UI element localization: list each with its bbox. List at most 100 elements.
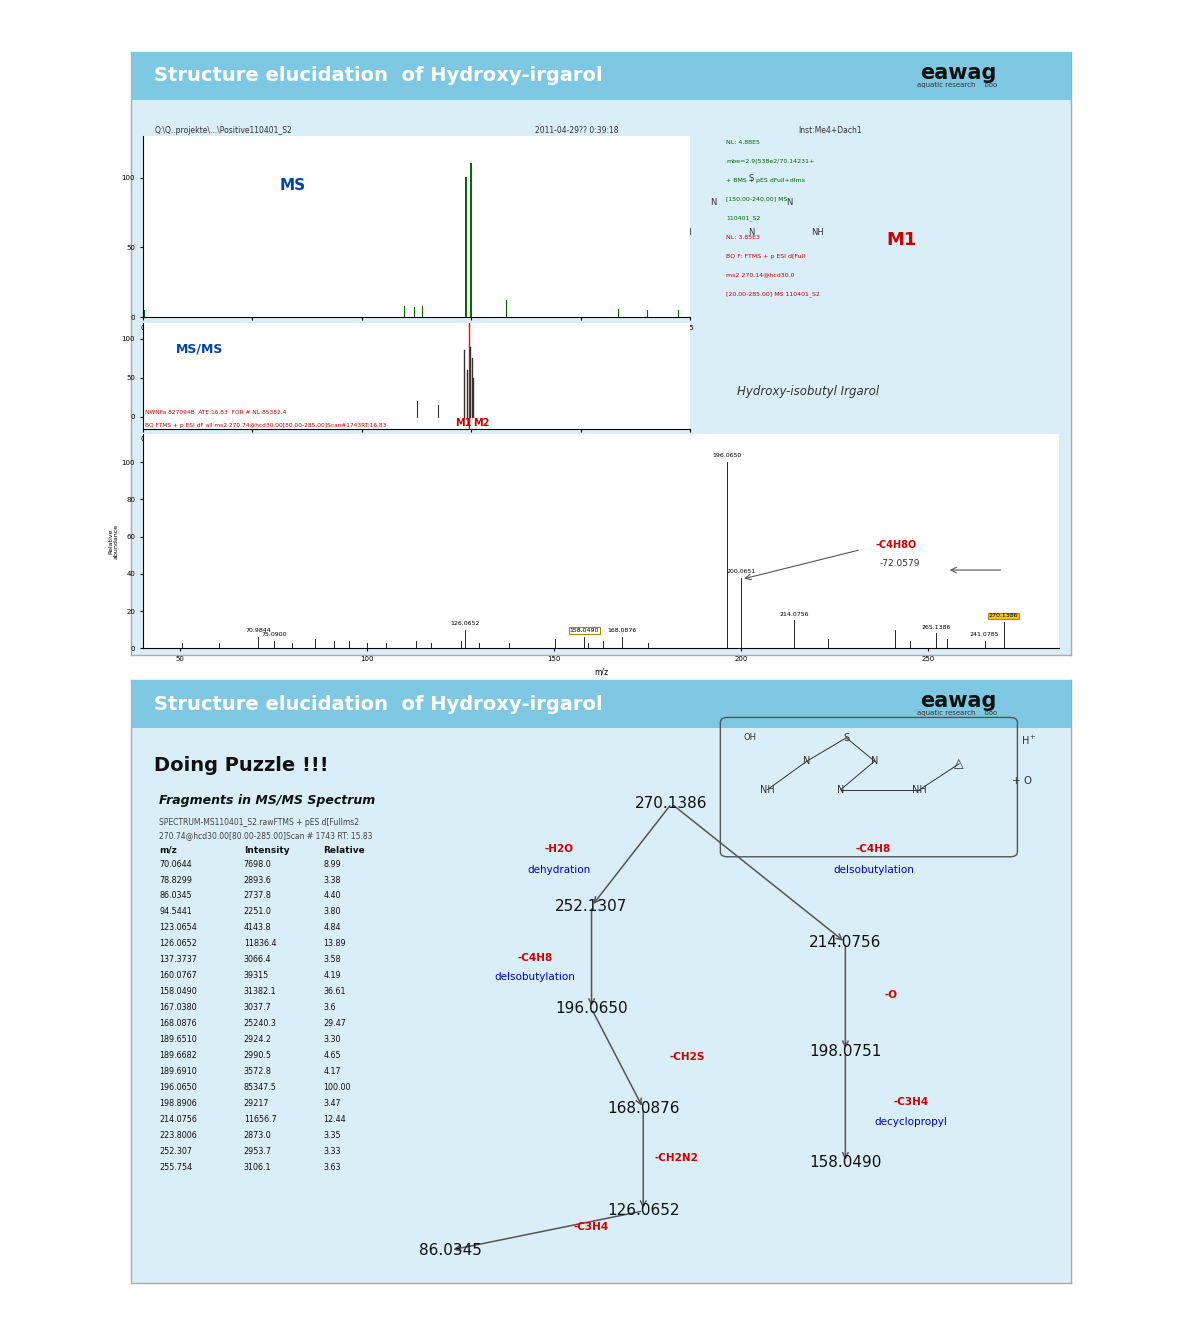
Text: Doing Puzzle !!!: Doing Puzzle !!!	[155, 757, 328, 775]
Text: 198.8906: 198.8906	[159, 1099, 196, 1109]
Text: -O: -O	[884, 990, 897, 1000]
Text: 4.40: 4.40	[324, 892, 342, 901]
Text: 110401_S2: 110401_S2	[726, 216, 760, 221]
Text: S: S	[749, 173, 754, 183]
Text: Hydroxy-isobutyl Irgarol: Hydroxy-isobutyl Irgarol	[737, 385, 879, 398]
Text: Inst:Me4+Dach1: Inst:Me4+Dach1	[798, 126, 862, 135]
Text: Structure elucidation  of Hydroxy-irgarol: Structure elucidation of Hydroxy-irgarol	[155, 695, 603, 713]
Text: 214.0756: 214.0756	[159, 1115, 198, 1125]
Text: 29217: 29217	[244, 1099, 269, 1109]
Text: 198.0751: 198.0751	[809, 1044, 882, 1058]
Text: 39315: 39315	[244, 971, 269, 980]
Text: 75.0900: 75.0900	[261, 632, 287, 638]
Text: 2011-04-29?? 0:39:18: 2011-04-29?? 0:39:18	[536, 126, 619, 135]
Text: 85347.5: 85347.5	[244, 1084, 276, 1093]
Text: 137.3737: 137.3737	[159, 955, 198, 964]
Text: -CH2N2: -CH2N2	[654, 1152, 699, 1163]
Text: 70.9844: 70.9844	[245, 628, 271, 634]
Text: 100.00: 100.00	[324, 1084, 351, 1093]
Text: M1: M1	[887, 230, 917, 249]
Text: SPECTRUM-MS110401_S2.rawFTMS + pES d[Fullms2: SPECTRUM-MS110401_S2.rawFTMS + pES d[Ful…	[159, 818, 359, 827]
Text: decyclopropyl: decyclopropyl	[875, 1117, 947, 1127]
Text: NH: NH	[679, 228, 691, 237]
Text: 214.0756: 214.0756	[779, 611, 809, 617]
Text: ms2 270.14@hcd30.0: ms2 270.14@hcd30.0	[726, 273, 795, 278]
Text: 86.0345: 86.0345	[159, 892, 192, 901]
Text: 11836.4: 11836.4	[244, 939, 276, 949]
Text: -C4H8O: -C4H8O	[876, 540, 917, 549]
Text: 270.74@hcd30.00[80.00-285.00]Scan # 1743 RT: 15.83: 270.74@hcd30.00[80.00-285.00]Scan # 1743…	[159, 831, 372, 840]
Text: 270.1386: 270.1386	[989, 614, 1019, 618]
Text: 4.84: 4.84	[324, 923, 342, 933]
Text: -C3H4: -C3H4	[894, 1097, 929, 1107]
Text: 2990.5: 2990.5	[244, 1052, 271, 1060]
Text: 196.0650: 196.0650	[712, 454, 741, 458]
Text: 126.0652: 126.0652	[159, 939, 198, 949]
Text: 4.65: 4.65	[324, 1052, 342, 1060]
Text: Intensity: Intensity	[244, 845, 289, 855]
Text: 2251.0: 2251.0	[244, 908, 271, 917]
Text: 196.0650: 196.0650	[556, 1002, 628, 1016]
Text: Structure elucidation  of Hydroxy-irgarol: Structure elucidation of Hydroxy-irgarol	[155, 66, 603, 85]
FancyBboxPatch shape	[131, 680, 1071, 728]
Text: -72.0579: -72.0579	[879, 560, 920, 569]
Text: delsobutylation: delsobutylation	[495, 972, 576, 982]
Text: [150.00-240.00] MS: [150.00-240.00] MS	[726, 197, 788, 201]
X-axis label: m/z: m/z	[594, 668, 608, 676]
Text: N: N	[871, 757, 878, 766]
Text: NH: NH	[760, 785, 775, 795]
Text: 3.58: 3.58	[324, 955, 342, 964]
Text: OH: OH	[744, 733, 757, 742]
Text: N: N	[749, 228, 754, 237]
Text: 158.0490: 158.0490	[809, 1155, 882, 1170]
Text: 7698.0: 7698.0	[244, 860, 271, 868]
Text: delsobutylation: delsobutylation	[833, 865, 914, 875]
Text: 158.0490: 158.0490	[159, 987, 196, 996]
Text: 3.63: 3.63	[324, 1163, 342, 1172]
Text: 123.0654: 123.0654	[159, 923, 196, 933]
FancyBboxPatch shape	[131, 52, 1071, 99]
Text: aquatic research    ooo: aquatic research ooo	[916, 82, 997, 87]
Text: 255.754: 255.754	[159, 1163, 193, 1172]
Text: NH: NH	[810, 228, 823, 237]
Text: 36.61: 36.61	[324, 987, 346, 996]
Text: N: N	[803, 757, 810, 766]
Text: 78.8299: 78.8299	[159, 876, 192, 885]
Text: 167.0380: 167.0380	[159, 1003, 196, 1012]
Text: Relative: Relative	[324, 845, 365, 855]
Text: 158.0490: 158.0490	[570, 628, 599, 634]
Text: 4.19: 4.19	[324, 971, 342, 980]
Text: 86.0345: 86.0345	[419, 1242, 482, 1258]
Text: 3.80: 3.80	[324, 908, 342, 917]
Text: dehydration: dehydration	[527, 865, 590, 875]
Text: NL: 4.88E5: NL: 4.88E5	[726, 140, 759, 144]
Text: 160.0767: 160.0767	[159, 971, 196, 980]
Text: MS/MS: MS/MS	[176, 343, 223, 356]
Text: 2737.8: 2737.8	[244, 892, 271, 901]
Text: 2953.7: 2953.7	[244, 1147, 271, 1156]
Text: NWNFa 827094B  ATE:16.83  FOR # NL:85382.4: NWNFa 827094B ATE:16.83 FOR # NL:85382.4	[145, 410, 286, 415]
Text: 13.89: 13.89	[324, 939, 346, 949]
Text: 189.6682: 189.6682	[159, 1052, 196, 1060]
Text: N: N	[710, 198, 716, 206]
Text: N: N	[837, 785, 845, 795]
Text: 2873.0: 2873.0	[244, 1131, 271, 1140]
Text: eawag: eawag	[921, 62, 997, 83]
Text: 3.6: 3.6	[324, 1003, 336, 1012]
Text: Q:\Q..projekte\...\Positive110401_S2: Q:\Q..projekte\...\Positive110401_S2	[155, 126, 293, 135]
Text: 4.17: 4.17	[324, 1068, 342, 1077]
Text: 189.6910: 189.6910	[159, 1068, 196, 1077]
Text: 3.33: 3.33	[324, 1147, 342, 1156]
Text: Fragments in MS/MS Spectrum: Fragments in MS/MS Spectrum	[159, 794, 375, 807]
Y-axis label: Relative
abundance: Relative abundance	[108, 524, 119, 558]
Text: 168.0876: 168.0876	[607, 1101, 679, 1115]
Text: 2893.6: 2893.6	[244, 876, 271, 885]
Text: -C4H8: -C4H8	[518, 953, 553, 963]
Text: N: N	[785, 198, 793, 206]
Text: H$^+$: H$^+$	[1021, 734, 1036, 747]
Text: -CH2S: -CH2S	[670, 1052, 706, 1062]
Text: eawag: eawag	[921, 691, 997, 712]
Text: NL: 3.85E3: NL: 3.85E3	[726, 234, 760, 239]
Text: 3.38: 3.38	[324, 876, 342, 885]
Text: 3037.7: 3037.7	[244, 1003, 271, 1012]
